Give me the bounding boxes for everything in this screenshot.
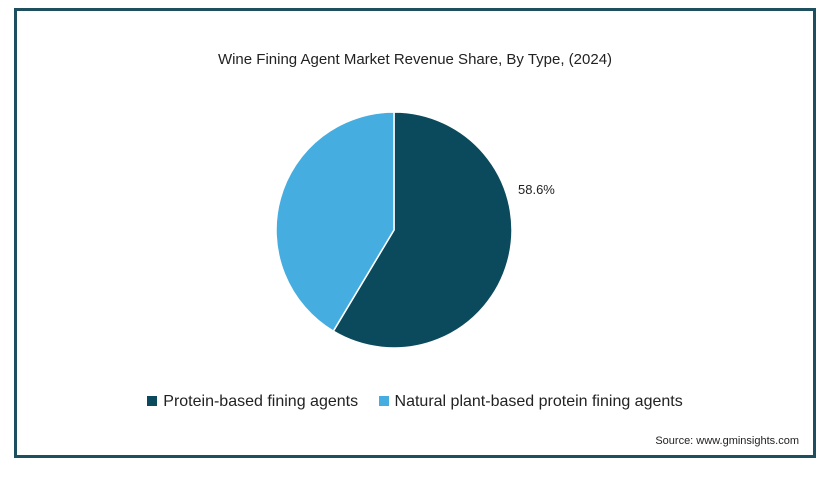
legend-label-plant: Natural plant-based protein fining agent…: [394, 393, 683, 410]
legend-item-protein: Protein-based fining agents: [147, 393, 358, 411]
legend-swatch-protein: [147, 395, 158, 406]
chart-frame: Wine Fining Agent Market Revenue Share, …: [14, 8, 816, 458]
pie-slice-plant: [275, 111, 395, 333]
pie-chart: 58.6%: [275, 111, 555, 349]
data-label-protein: 58.6%: [518, 182, 555, 197]
legend-label-protein: Protein-based fining agents: [163, 393, 359, 410]
legend: Protein-based fining agents Natural plan…: [17, 393, 813, 411]
legend-swatch-plant: [378, 395, 389, 406]
legend-item-plant: Natural plant-based protein fining agent…: [378, 393, 683, 411]
chart-title: Wine Fining Agent Market Revenue Share, …: [217, 51, 613, 68]
source-note: Source: www.gminsights.com: [655, 435, 799, 447]
pie-slice-protein: [332, 111, 513, 349]
